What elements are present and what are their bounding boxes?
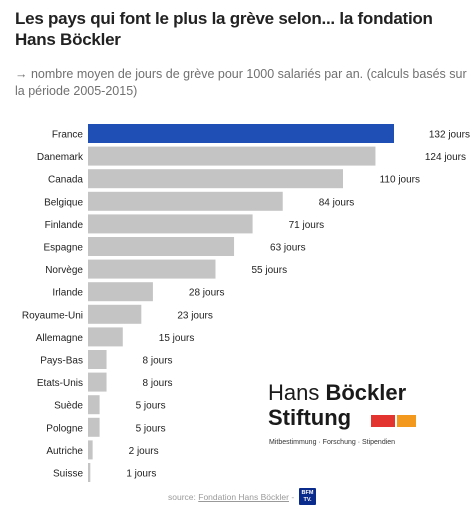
value-label: 15 jours: [159, 333, 195, 344]
value-label: 84 jours: [319, 197, 355, 208]
value-label: 63 jours: [270, 243, 306, 254]
category-label: Canada: [48, 175, 83, 186]
chart-subtitle: → nombre moyen de jours de grève pour 10…: [15, 67, 467, 98]
bar-finlande: [88, 214, 253, 234]
bar-canada: [88, 169, 343, 189]
logo-word-hans: Hans: [268, 380, 320, 405]
value-label: 55 jours: [252, 265, 288, 276]
value-label: 124 jours: [425, 152, 466, 163]
category-label: Allemagne: [36, 333, 84, 344]
category-label: Autriche: [46, 446, 83, 457]
value-label: 71 jours: [289, 220, 325, 231]
value-label: 23 jours: [177, 310, 213, 321]
hans-boeckler-stiftung-logo: Hans Böckler Stiftung Mitbestimmung · Fo…: [268, 380, 458, 458]
logo-red-bar: [371, 415, 395, 427]
bar-chart: France 132 jours Danemark 124 jours Canada 11…: [0, 118, 475, 488]
bar-royaume-uni: [88, 304, 142, 324]
bar-norv-ge: [88, 259, 216, 279]
logo-orange-bar: [397, 415, 416, 427]
value-label: 110 jours: [380, 175, 420, 186]
logo-word-boeckler: Böckler: [325, 380, 407, 405]
category-label: Suède: [54, 401, 83, 412]
bar-espagne: [88, 237, 235, 256]
bfm-tv-logo: BFM TV.: [299, 488, 316, 505]
value-label: 132 jours: [429, 130, 470, 141]
logo-word-stiftung: Stiftung: [268, 405, 352, 430]
value-label: 5 jours: [136, 423, 166, 434]
logo-line-1: Hans Böckler: [268, 380, 406, 406]
category-label: France: [52, 130, 84, 141]
category-label: Pologne: [46, 423, 83, 434]
logo-tagline: Mitbestimmung · Forschung · Stipendien: [269, 439, 396, 446]
bar-etats-unis: [88, 372, 107, 392]
category-label: Royaume-Uni: [22, 310, 83, 321]
value-label: 1 jours: [126, 469, 156, 480]
source-link[interactable]: Fondation Hans Böckler: [198, 492, 289, 502]
page-title: Les pays qui font le plus la grève selon…: [15, 9, 433, 49]
category-label: Suisse: [53, 469, 83, 480]
category-label: Norvège: [45, 265, 83, 276]
bar-autriche: [88, 440, 93, 460]
bar-suisse: [88, 463, 91, 482]
value-label: 2 jours: [129, 446, 159, 457]
bar-pays-bas: [88, 350, 107, 369]
category-label: Etats-Unis: [37, 378, 83, 389]
value-label: 8 jours: [143, 378, 173, 389]
category-label: Danemark: [37, 152, 84, 163]
source-note: source: Fondation Hans Böckler -: [168, 491, 294, 503]
bar-irlande: [88, 282, 153, 302]
bar-belgique: [88, 191, 283, 211]
value-label: 5 jours: [136, 401, 166, 412]
category-label: Belgique: [44, 197, 83, 208]
source-prefix: source:: [168, 492, 196, 502]
bar-allemagne: [88, 327, 123, 347]
category-label: Irlande: [52, 288, 83, 299]
category-label: Pays-Bas: [40, 356, 83, 367]
bfm-logo-line-1: BFM: [301, 490, 314, 496]
category-label: Espagne: [44, 243, 84, 254]
bar-pologne: [88, 417, 100, 437]
value-label: 8 jours: [143, 356, 173, 367]
bfm-logo-line-2: TV.: [303, 497, 312, 503]
bar-danemark: [88, 146, 376, 166]
bar-su-de: [88, 395, 100, 415]
bar-chart-svg: France 132 jours Danemark 124 jours Canada 11…: [22, 124, 470, 482]
bar-france: [88, 124, 394, 143]
value-label: 28 jours: [189, 288, 225, 299]
source-separator: -: [291, 492, 295, 502]
category-label: Finlande: [45, 220, 84, 231]
